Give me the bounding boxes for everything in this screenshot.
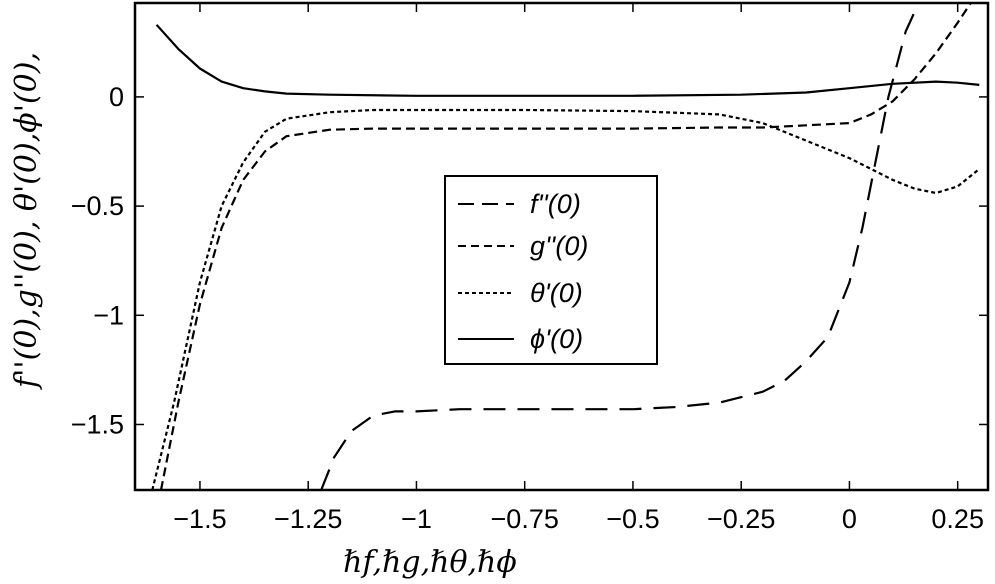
x-tick-label: −0.75	[491, 504, 559, 534]
plot-frame	[133, 1, 990, 492]
y-tick-label: −1	[93, 300, 124, 330]
y-tick-label: 0	[109, 82, 124, 112]
legend: f''(0) g''(0) θ'(0) ϕ'(0)	[444, 175, 658, 365]
x-tick-label: −0.25	[707, 504, 775, 534]
legend-label-phi: ϕ'(0)	[530, 324, 583, 354]
legend-box	[444, 175, 658, 365]
series-line-3	[155, 24, 980, 97]
series-line-2	[151, 108, 980, 490]
x-axis-title: ℏf,ℏg,ℏθ,ℏϕ	[343, 545, 517, 580]
legend-label-f: f''(0)	[530, 189, 581, 219]
legend-label-g: g''(0)	[530, 231, 588, 261]
x-tick-label: −1.5	[173, 504, 226, 534]
series-line-1	[159, 3, 972, 490]
series-layer	[151, 3, 980, 490]
x-tick-label: −1	[401, 504, 432, 534]
x-tick-label: −1.25	[274, 504, 342, 534]
y-axis-title: f''(0),g''(0), θ'(0),ϕ'(0),	[9, 52, 44, 390]
x-tick-label: 0	[842, 504, 857, 534]
y-tick-label: −1.5	[71, 409, 124, 439]
y-tick-label: −0.5	[71, 191, 124, 221]
x-tick-label: −0.5	[606, 504, 659, 534]
series-line-0	[320, 3, 920, 490]
legend-label-theta: θ'(0)	[530, 278, 583, 308]
tick-layer: −1.5 −1.25 −1 −0.75 −0.5 −0.25 0 0.25 0 −0.5 −1 −1.…	[71, 3, 988, 534]
x-tick-label: 0.25	[931, 504, 984, 534]
